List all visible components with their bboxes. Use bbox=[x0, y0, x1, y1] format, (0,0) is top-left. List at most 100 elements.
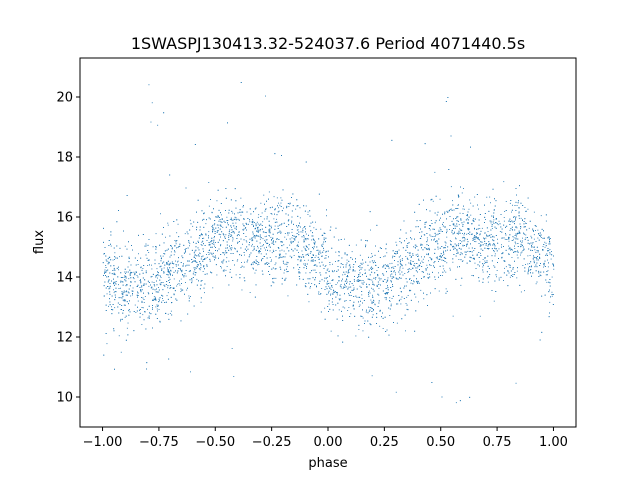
data-point bbox=[426, 244, 428, 246]
data-point bbox=[176, 285, 178, 287]
data-point bbox=[545, 254, 547, 256]
data-point bbox=[179, 268, 181, 270]
data-point bbox=[461, 229, 463, 231]
data-point bbox=[286, 226, 288, 227]
data-point bbox=[350, 291, 351, 293]
data-point bbox=[252, 237, 254, 239]
data-point bbox=[415, 270, 417, 272]
data-point bbox=[395, 274, 396, 276]
data-point bbox=[305, 283, 307, 284]
data-point bbox=[462, 224, 464, 225]
data-point bbox=[314, 244, 316, 246]
data-point bbox=[434, 212, 436, 214]
data-point bbox=[299, 207, 301, 209]
data-point bbox=[457, 233, 459, 235]
data-point bbox=[167, 222, 169, 224]
data-point bbox=[549, 252, 551, 253]
data-point bbox=[197, 247, 199, 249]
data-point bbox=[189, 219, 191, 221]
data-point bbox=[317, 249, 319, 251]
data-point bbox=[296, 229, 298, 231]
data-point bbox=[178, 283, 180, 284]
data-point bbox=[426, 264, 428, 266]
data-point bbox=[223, 269, 225, 271]
data-point bbox=[458, 259, 460, 260]
data-point bbox=[378, 300, 380, 302]
data-point bbox=[283, 250, 285, 252]
data-point bbox=[321, 244, 323, 246]
data-point bbox=[528, 227, 530, 229]
data-point bbox=[407, 269, 409, 270]
data-point bbox=[160, 265, 162, 267]
data-point bbox=[128, 278, 130, 280]
data-point bbox=[533, 238, 535, 240]
data-point bbox=[367, 264, 369, 266]
data-point bbox=[155, 298, 157, 300]
data-point bbox=[241, 211, 243, 213]
data-point bbox=[463, 221, 465, 223]
data-point bbox=[370, 299, 372, 301]
data-point bbox=[272, 237, 274, 239]
data-point bbox=[316, 246, 318, 248]
data-point bbox=[368, 269, 370, 271]
data-point bbox=[440, 253, 442, 255]
data-point bbox=[366, 309, 367, 311]
data-point bbox=[531, 243, 533, 245]
data-point bbox=[121, 281, 123, 283]
data-point bbox=[291, 210, 293, 212]
data-point bbox=[349, 316, 351, 317]
data-point bbox=[474, 227, 475, 229]
data-point bbox=[446, 228, 448, 230]
data-point bbox=[143, 283, 145, 285]
data-point bbox=[195, 249, 197, 251]
data-point bbox=[310, 286, 311, 287]
data-point bbox=[260, 202, 262, 204]
data-point bbox=[441, 259, 443, 261]
data-point bbox=[203, 218, 205, 220]
data-point bbox=[373, 284, 375, 286]
data-point bbox=[152, 299, 154, 301]
data-point bbox=[516, 235, 517, 237]
data-point bbox=[298, 256, 300, 258]
data-point bbox=[264, 236, 266, 238]
data-point bbox=[211, 226, 213, 227]
data-point bbox=[437, 243, 439, 245]
data-point bbox=[418, 280, 419, 282]
data-point bbox=[308, 282, 310, 284]
data-point bbox=[266, 242, 267, 244]
data-point bbox=[437, 211, 439, 213]
data-point bbox=[207, 252, 209, 253]
data-point bbox=[161, 257, 162, 259]
data-point bbox=[277, 211, 279, 213]
data-point bbox=[458, 247, 460, 249]
data-point bbox=[391, 289, 392, 291]
data-point bbox=[389, 300, 391, 302]
data-point bbox=[435, 195, 437, 197]
data-point bbox=[279, 256, 281, 258]
data-point bbox=[208, 235, 209, 237]
data-point bbox=[103, 285, 105, 287]
data-point bbox=[170, 274, 171, 276]
data-point bbox=[262, 258, 264, 259]
data-point bbox=[314, 260, 316, 262]
data-point bbox=[377, 275, 379, 277]
data-point bbox=[258, 251, 260, 253]
data-point bbox=[440, 256, 442, 257]
data-point bbox=[205, 223, 207, 225]
data-point bbox=[237, 242, 238, 244]
data-point bbox=[512, 276, 514, 277]
data-point bbox=[400, 255, 401, 257]
data-point bbox=[541, 295, 543, 297]
data-point bbox=[381, 248, 382, 249]
data-point bbox=[129, 300, 130, 302]
data-point bbox=[164, 253, 166, 255]
data-point bbox=[515, 238, 517, 240]
data-point bbox=[443, 251, 444, 253]
data-point bbox=[159, 244, 161, 246]
data-point bbox=[118, 269, 119, 271]
data-point bbox=[222, 233, 224, 235]
data-point bbox=[114, 256, 116, 258]
data-point bbox=[517, 232, 519, 234]
data-point bbox=[239, 254, 241, 256]
data-point bbox=[291, 257, 292, 259]
